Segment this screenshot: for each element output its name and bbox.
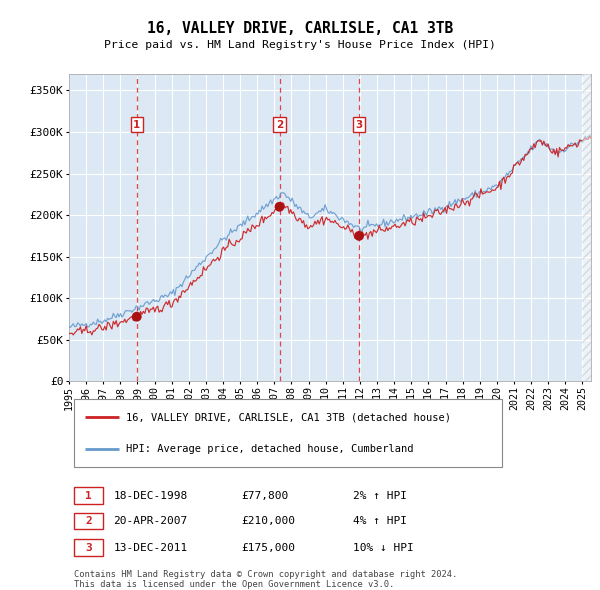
Text: Contains HM Land Registry data © Crown copyright and database right 2024.
This d: Contains HM Land Registry data © Crown c…	[74, 570, 457, 589]
Text: 3: 3	[355, 120, 363, 130]
Text: £175,000: £175,000	[241, 543, 295, 553]
FancyBboxPatch shape	[74, 399, 502, 467]
Text: £77,800: £77,800	[241, 491, 289, 500]
Text: 2: 2	[276, 120, 283, 130]
FancyBboxPatch shape	[74, 487, 103, 504]
Text: 10% ↓ HPI: 10% ↓ HPI	[353, 543, 414, 553]
FancyBboxPatch shape	[74, 539, 103, 556]
Point	[275, 202, 284, 211]
Text: 13-DEC-2011: 13-DEC-2011	[113, 543, 188, 553]
Text: £210,000: £210,000	[241, 516, 295, 526]
Point	[132, 312, 142, 322]
Text: 1: 1	[133, 120, 140, 130]
Text: 2% ↑ HPI: 2% ↑ HPI	[353, 491, 407, 500]
Point	[354, 231, 364, 241]
Text: HPI: Average price, detached house, Cumberland: HPI: Average price, detached house, Cumb…	[127, 444, 414, 454]
FancyBboxPatch shape	[74, 513, 103, 529]
Text: Price paid vs. HM Land Registry's House Price Index (HPI): Price paid vs. HM Land Registry's House …	[104, 40, 496, 50]
Text: 16, VALLEY DRIVE, CARLISLE, CA1 3TB: 16, VALLEY DRIVE, CARLISLE, CA1 3TB	[147, 21, 453, 35]
Text: 1: 1	[85, 491, 92, 500]
Text: 20-APR-2007: 20-APR-2007	[113, 516, 188, 526]
Text: 4% ↑ HPI: 4% ↑ HPI	[353, 516, 407, 526]
Text: 18-DEC-1998: 18-DEC-1998	[113, 491, 188, 500]
Text: 16, VALLEY DRIVE, CARLISLE, CA1 3TB (detached house): 16, VALLEY DRIVE, CARLISLE, CA1 3TB (det…	[127, 412, 451, 422]
Text: 2: 2	[85, 516, 92, 526]
Text: 3: 3	[85, 543, 92, 553]
